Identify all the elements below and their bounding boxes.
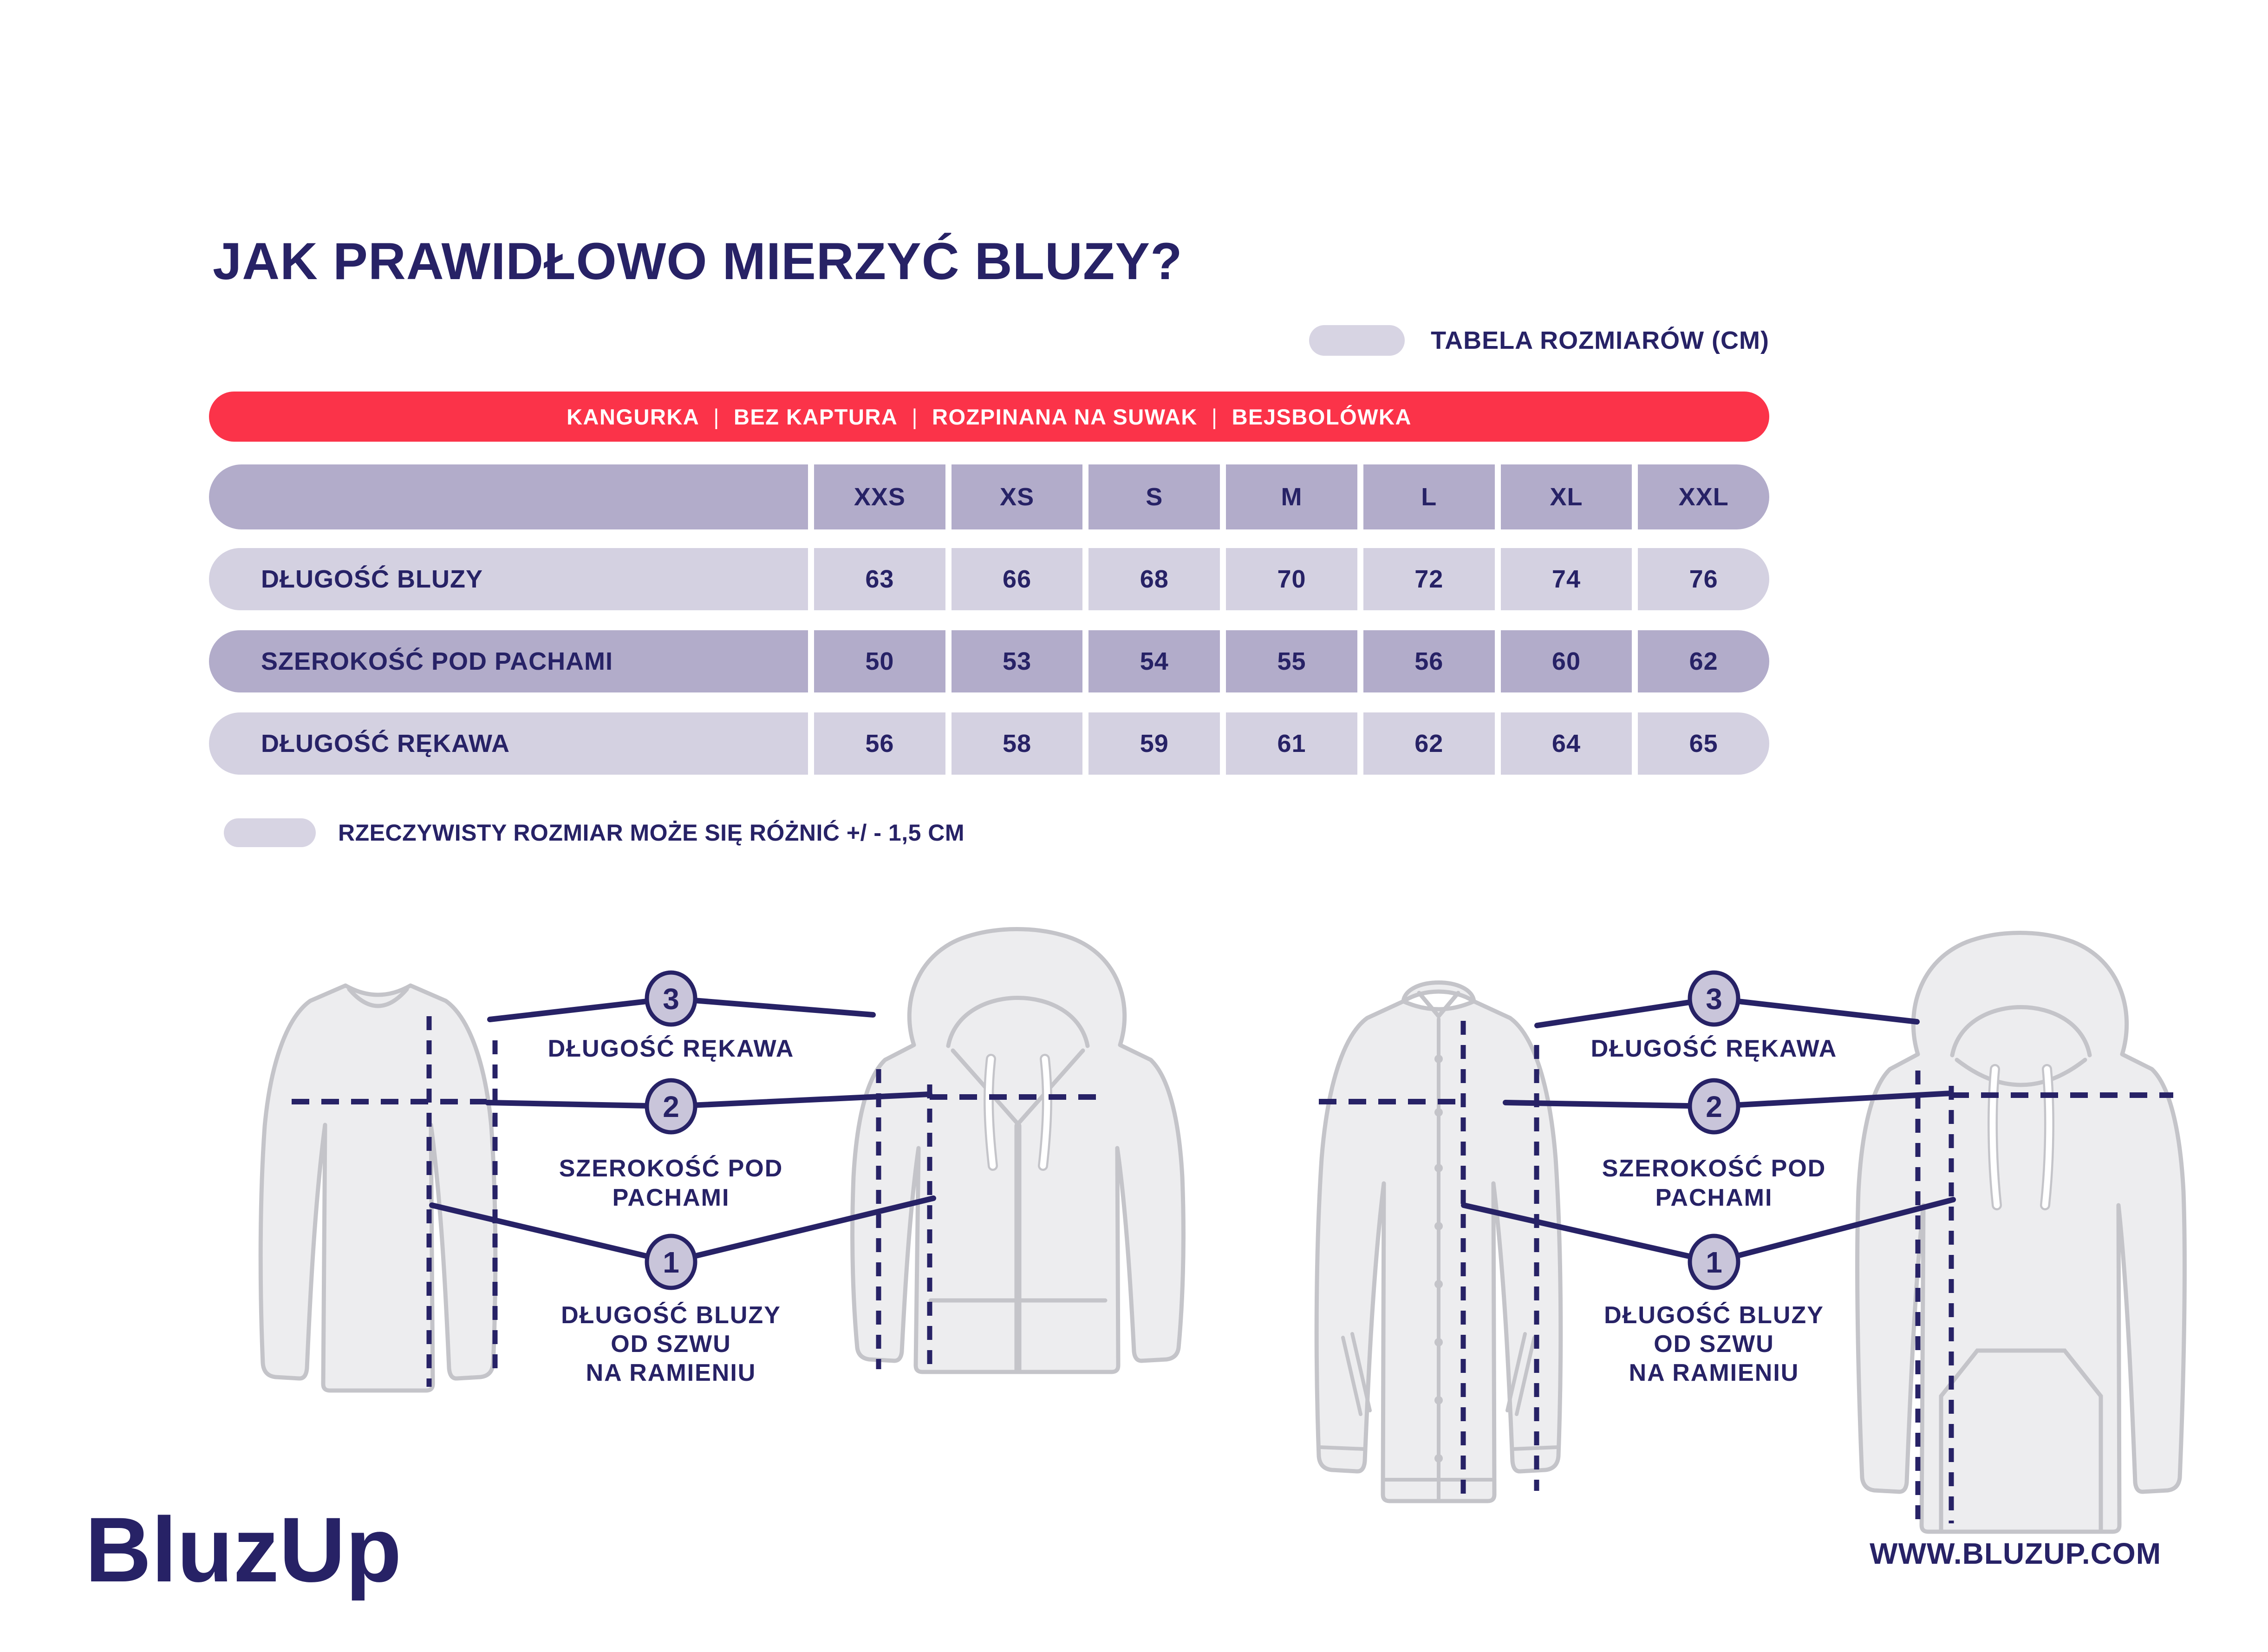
svg-text:2: 2 (663, 1090, 679, 1123)
svg-text:OD SZWU: OD SZWU (611, 1331, 731, 1358)
crewneck-sweatshirt-icon (258, 983, 498, 1393)
measurement-dashed-lines (292, 1016, 1108, 1387)
size-table: XXS XS S M L XL XXL DŁUGOŚĆ BLUZY 63 66 … (209, 464, 1770, 795)
table-value: 56 (1363, 630, 1495, 692)
table-value: 62 (1638, 630, 1770, 692)
category-banner: KANGURKA | BEZ KAPTURA | ROZPINANA NA SU… (209, 392, 1769, 442)
table-caption: TABELA ROZMIARÓW (CM) (1309, 325, 1769, 356)
size-column-header: M (1226, 464, 1357, 529)
callout-2-badge: 2 (645, 1078, 697, 1135)
callout-2-badge: 2 (1688, 1078, 1740, 1135)
svg-text:DŁUGOŚĆ RĘKAWA: DŁUGOŚĆ RĘKAWA (1591, 1035, 1838, 1062)
table-value: 55 (1226, 630, 1357, 692)
table-value: 64 (1500, 712, 1632, 775)
table-value: 50 (814, 630, 945, 692)
svg-text:1: 1 (663, 1246, 679, 1279)
svg-text:3: 3 (1706, 982, 1722, 1016)
svg-text:PACHAMI: PACHAMI (1655, 1184, 1773, 1211)
svg-text:1: 1 (1706, 1246, 1722, 1279)
zip-hoodie-icon (850, 927, 1186, 1374)
svg-text:OD SZWU: OD SZWU (1654, 1331, 1774, 1358)
banner-item: ROZPINANA NA SUWAK (932, 404, 1198, 429)
table-value: 54 (1088, 630, 1220, 692)
svg-text:NA RAMIENIU: NA RAMIENIU (1629, 1359, 1799, 1386)
measurement-diagram-right: 3 2 1 DŁUGOŚĆ RĘKAWA SZEROKOŚĆ POD PACHA… (1314, 931, 2187, 1534)
table-value: 76 (1638, 548, 1770, 610)
table-value: 68 (1088, 548, 1220, 610)
table-value: 53 (951, 630, 1083, 692)
tolerance-note: RZECZYWISTY ROZMIAR MOŻE SIĘ RÓŻNIĆ +/ -… (224, 818, 965, 847)
callout-1-badge: 1 (645, 1234, 697, 1290)
kangaroo-hoodie-icon (1855, 931, 2187, 1534)
note-pill-icon (224, 818, 316, 847)
baseball-jacket-icon (1314, 980, 1563, 1503)
table-header-row: XXS XS S M L XL XXL (209, 464, 1770, 529)
table-value: 56 (814, 712, 945, 775)
size-column-header: XL (1500, 464, 1632, 529)
size-column-header: XXL (1638, 464, 1770, 529)
measurement-dashed-lines (1319, 1021, 2173, 1529)
svg-text:DŁUGOŚĆ BLUZY: DŁUGOŚĆ BLUZY (1604, 1302, 1824, 1329)
row-label: DŁUGOŚĆ BLUZY (209, 548, 808, 610)
caption-text: TABELA ROZMIARÓW (CM) (1431, 326, 1769, 354)
size-column-header: L (1363, 464, 1495, 529)
table-row: SZEROKOŚĆ POD PACHAMI 50 53 54 55 56 60 … (209, 630, 1770, 692)
banner-item: KANGURKA (567, 404, 700, 429)
banner-item: BEJSBOLÓWKA (1232, 404, 1412, 429)
svg-text:DŁUGOŚĆ RĘKAWA: DŁUGOŚĆ RĘKAWA (548, 1035, 795, 1062)
size-column-header: XS (951, 464, 1083, 529)
page-title: JAK PRAWIDŁOWO MIERZYĆ BLUZY? (213, 232, 1183, 290)
table-value: 61 (1226, 712, 1357, 775)
table-row: DŁUGOŚĆ RĘKAWA 56 58 59 61 62 64 65 (209, 712, 1770, 775)
table-value: 70 (1226, 548, 1357, 610)
website-url: WWW.BLUZUP.COM (1870, 1537, 2161, 1570)
banner-item: BEZ KAPTURA (733, 404, 898, 429)
table-value: 59 (1088, 712, 1220, 775)
callout-3-badge: 3 (645, 970, 697, 1027)
table-value: 65 (1638, 712, 1770, 775)
callout-3-badge: 3 (1688, 970, 1740, 1027)
row-label: DŁUGOŚĆ RĘKAWA (209, 712, 808, 775)
svg-text:DŁUGOŚĆ BLUZY: DŁUGOŚĆ BLUZY (561, 1302, 781, 1329)
table-value: 74 (1500, 548, 1632, 610)
table-value: 66 (951, 548, 1083, 610)
row-label: SZEROKOŚĆ POD PACHAMI (209, 630, 808, 692)
table-value: 63 (814, 548, 945, 610)
table-value: 72 (1363, 548, 1495, 610)
size-column-header: S (1088, 464, 1220, 529)
svg-text:PACHAMI: PACHAMI (613, 1184, 730, 1211)
measurement-labels: DŁUGOŚĆ RĘKAWA SZEROKOŚĆ POD PACHAMI DŁU… (1591, 1035, 1838, 1386)
svg-text:SZEROKOŚĆ POD: SZEROKOŚĆ POD (1602, 1155, 1826, 1182)
callout-1-badge: 1 (1688, 1234, 1740, 1290)
size-column-header: XXS (814, 464, 945, 529)
svg-text:2: 2 (1706, 1090, 1722, 1123)
measurement-labels: DŁUGOŚĆ RĘKAWA SZEROKOŚĆ POD PACHAMI DŁU… (548, 1035, 795, 1386)
brand-logo: BluzUp (85, 1498, 402, 1601)
measurement-diagram-left: 3 2 1 DŁUGOŚĆ RĘKAWA SZEROKOŚĆ POD PACHA… (258, 927, 1186, 1393)
banner-separator: | (1211, 404, 1218, 429)
banner-separator: | (912, 404, 919, 429)
table-value: 58 (951, 712, 1083, 775)
svg-text:NA RAMIENIU: NA RAMIENIU (586, 1359, 756, 1386)
table-value: 60 (1500, 630, 1632, 692)
table-row: DŁUGOŚĆ BLUZY 63 66 68 70 72 74 76 (209, 548, 1770, 610)
table-corner-cell (209, 464, 808, 529)
svg-text:SZEROKOŚĆ POD: SZEROKOŚĆ POD (559, 1155, 783, 1182)
table-value: 62 (1363, 712, 1495, 775)
svg-text:3: 3 (663, 982, 679, 1016)
banner-separator: | (713, 404, 720, 429)
note-text: RZECZYWISTY ROZMIAR MOŻE SIĘ RÓŻNIĆ +/ -… (338, 820, 965, 846)
caption-pill-icon (1309, 325, 1405, 356)
